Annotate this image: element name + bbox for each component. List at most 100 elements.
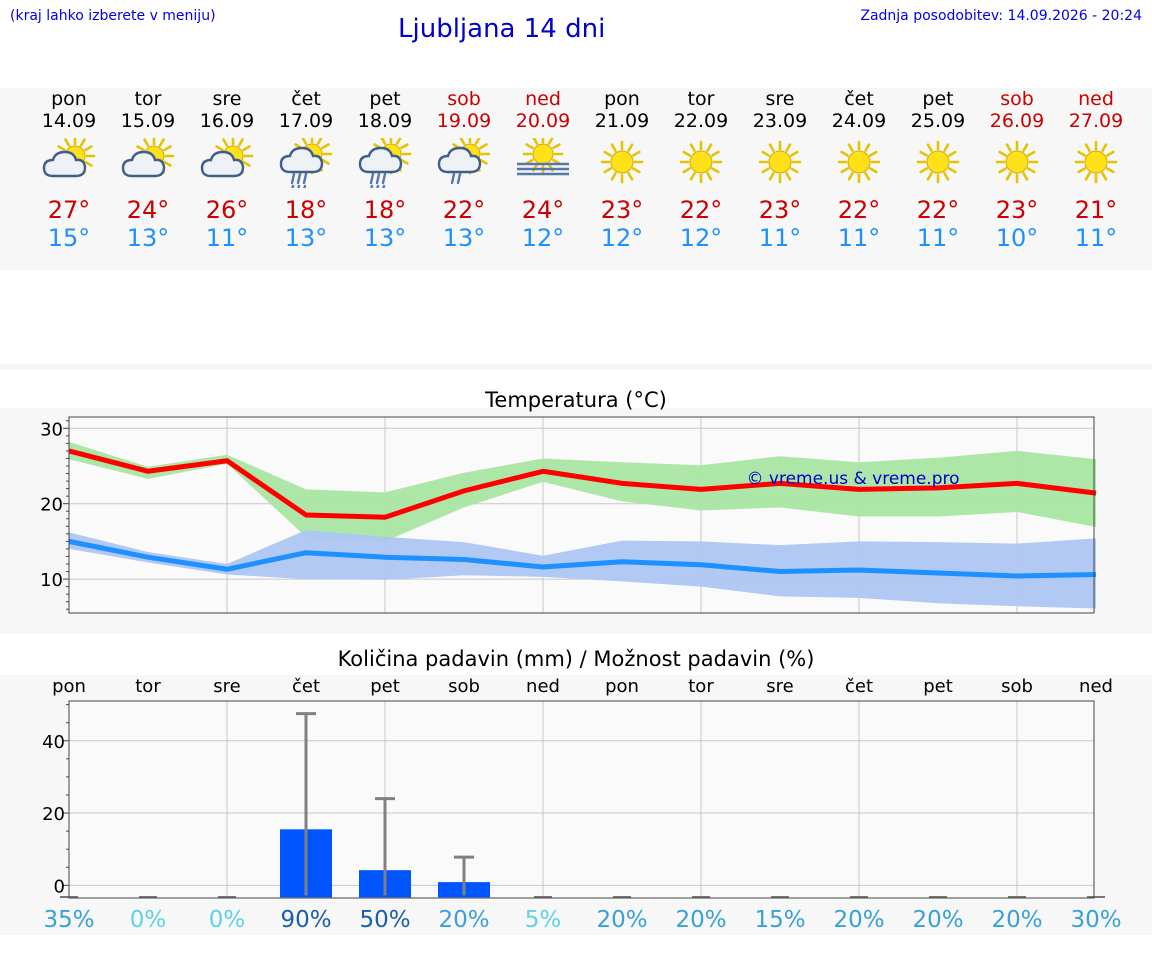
day-column: tor 15.09 24° 13° xyxy=(108,88,188,252)
min-temperature: 12° xyxy=(521,224,565,252)
separator xyxy=(0,364,1152,370)
precipitation-probability: 0% xyxy=(130,907,167,933)
sun-icon xyxy=(995,140,1039,184)
fog-sun-icon xyxy=(517,138,569,176)
day-column: pon 21.09 23° 12° xyxy=(582,88,662,252)
x-tick-label: ned xyxy=(526,676,560,697)
day-name: čet xyxy=(291,88,321,110)
day-column: sre 16.09 26° 11° xyxy=(187,88,267,252)
max-temperature: 23° xyxy=(600,196,644,224)
max-temperature: 21° xyxy=(1074,196,1118,224)
min-temperature: 13° xyxy=(126,224,170,252)
x-tick-label: pon xyxy=(605,676,639,697)
day-date: 19.09 xyxy=(436,110,492,132)
precipitation-probability: 0% xyxy=(209,907,246,933)
day-name: sre xyxy=(765,88,795,110)
light-rain-sun-icon xyxy=(437,138,491,185)
max-temperature: 18° xyxy=(284,196,328,224)
x-tick-label: čet xyxy=(845,676,873,697)
precipitation-probability: 35% xyxy=(43,907,94,933)
day-name: tor xyxy=(134,88,162,110)
sun-icon xyxy=(600,140,644,184)
y-tick-label: 10 xyxy=(40,570,63,591)
location-hint: (kraj lahko izberete v meniju) xyxy=(10,8,216,24)
max-temperature: 22° xyxy=(442,196,486,224)
precipitation-probability: 20% xyxy=(675,907,726,933)
day-name: pet xyxy=(369,88,401,110)
sun-icon xyxy=(679,140,723,184)
day-date: 16.09 xyxy=(199,110,255,132)
min-temperature: 11° xyxy=(758,224,802,252)
rain-sun-icon xyxy=(279,138,333,188)
day-column: ned 20.09 24° 12° xyxy=(503,88,583,252)
min-temperature: 12° xyxy=(600,224,644,252)
day-name: sre xyxy=(212,88,242,110)
min-temperature: 13° xyxy=(442,224,486,252)
day-date: 25.09 xyxy=(910,110,966,132)
day-column: tor 22.09 22° 12° xyxy=(661,88,741,252)
day-column: čet 24.09 22° 11° xyxy=(819,88,899,252)
day-name: pon xyxy=(604,88,640,110)
max-temperature: 18° xyxy=(363,196,407,224)
x-tick-label: sre xyxy=(213,676,240,697)
x-tick-label: tor xyxy=(688,676,714,697)
precipitation-probability: 20% xyxy=(912,907,963,933)
min-temperature: 13° xyxy=(284,224,328,252)
precipitation-probability: 30% xyxy=(1070,907,1121,933)
min-temperature: 11° xyxy=(1074,224,1118,252)
min-temperature-line xyxy=(68,538,1097,579)
day-column: čet 17.09 18° 13° xyxy=(266,88,346,252)
min-temperature: 12° xyxy=(679,224,723,252)
x-tick-label: ned xyxy=(1079,676,1113,697)
y-tick-label: 20 xyxy=(42,804,65,825)
day-column: ned 27.09 21° 11° xyxy=(1056,88,1136,252)
day-column: pon 14.09 27° 15° xyxy=(29,88,109,252)
day-column: sob 26.09 23° 10° xyxy=(977,88,1057,252)
day-date: 14.09 xyxy=(41,110,97,132)
day-column: pet 18.09 18° 13° xyxy=(345,88,425,252)
precipitation-probability: 20% xyxy=(596,907,647,933)
last-update: Zadnja posodobitev: 14.09.2026 - 20:24 xyxy=(860,8,1142,24)
forecast-band xyxy=(0,88,1152,270)
day-name: sob xyxy=(447,88,481,110)
precipitation-probability: 15% xyxy=(754,907,805,933)
cloudy-sun-icon xyxy=(200,138,254,178)
min-temperature-band xyxy=(69,530,1096,609)
precipitation-probability: 5% xyxy=(525,907,562,933)
min-temperature: 15° xyxy=(47,224,91,252)
day-name: tor xyxy=(687,88,715,110)
daily-forecast: pon 14.09 27° 15° tor 15.09 24° 13° sre 16.09 26° 1… xyxy=(0,88,1152,270)
sun-icon xyxy=(758,140,802,184)
min-temperature: 13° xyxy=(363,224,407,252)
y-tick-label: 30 xyxy=(40,419,63,440)
y-tick-label: 20 xyxy=(40,495,63,516)
max-temperature: 24° xyxy=(521,196,565,224)
cloudy-sun-icon xyxy=(42,138,96,178)
precipitation-probability: 50% xyxy=(359,907,410,933)
precipitation-probability: 20% xyxy=(438,907,489,933)
day-date: 22.09 xyxy=(673,110,729,132)
day-date: 17.09 xyxy=(278,110,334,132)
day-date: 27.09 xyxy=(1068,110,1124,132)
page-title: Ljubljana 14 dni xyxy=(398,14,606,44)
x-tick-label: pon xyxy=(52,676,86,697)
min-temperature: 11° xyxy=(205,224,249,252)
plot-area xyxy=(69,701,1094,898)
day-date: 15.09 xyxy=(120,110,176,132)
max-temperature: 22° xyxy=(916,196,960,224)
precipitation-chart-title: Količina padavin (mm) / Možnost padavin … xyxy=(337,647,815,671)
cloudy-sun-icon xyxy=(121,138,175,178)
max-temperature: 22° xyxy=(679,196,723,224)
day-name: ned xyxy=(1078,88,1114,110)
x-tick-label: sre xyxy=(766,676,793,697)
max-temperature: 27° xyxy=(47,196,91,224)
x-tick-label: pet xyxy=(923,676,953,697)
max-temperature: 22° xyxy=(837,196,881,224)
min-temperature: 11° xyxy=(837,224,881,252)
precipitation-probability: 90% xyxy=(280,907,331,933)
day-name: pet xyxy=(922,88,954,110)
day-name: ned xyxy=(525,88,561,110)
y-tick-label: 0 xyxy=(54,876,65,897)
sun-icon xyxy=(916,140,960,184)
day-date: 24.09 xyxy=(831,110,887,132)
